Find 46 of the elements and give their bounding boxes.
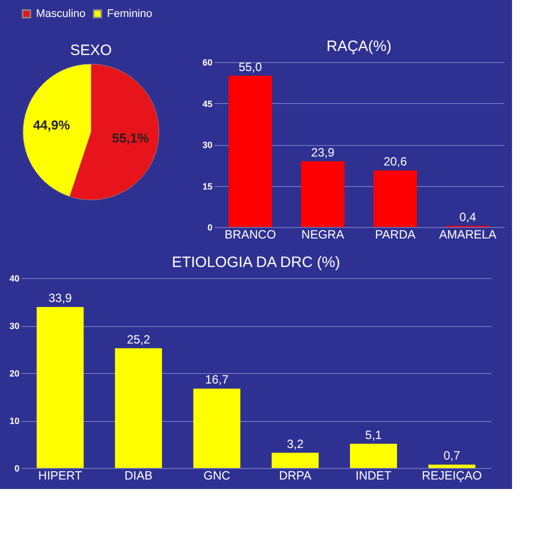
data-label: 0,7 <box>443 448 460 463</box>
y-tick-label: 60 <box>202 58 212 68</box>
y-tick-label: 0 <box>207 222 212 232</box>
bar <box>301 161 344 227</box>
data-label: 5,1 <box>365 428 382 442</box>
data-label: 25,2 <box>126 332 150 346</box>
x-tick-label: GNC <box>203 468 230 482</box>
y-tick-label: 15 <box>202 181 212 192</box>
y-tick-label: 30 <box>9 321 20 331</box>
legend-label: Masculino <box>36 8 86 20</box>
bar <box>36 306 84 468</box>
x-tick-label: PARDA <box>375 228 416 242</box>
bar <box>228 76 272 227</box>
y-tick-label: 45 <box>202 98 212 109</box>
y-tick-label: 0 <box>14 464 20 474</box>
data-label: 55,1% <box>112 130 150 146</box>
data-label: 33,9 <box>48 290 72 305</box>
bar <box>272 452 319 468</box>
bar <box>350 444 397 468</box>
data-label: 0,4 <box>459 210 476 224</box>
x-tick-label: AMARELA <box>439 228 496 242</box>
y-tick-label: 10 <box>9 416 20 426</box>
bar <box>428 464 476 468</box>
x-tick-label: DIAB <box>124 468 153 482</box>
data-label: 55,0 <box>238 60 262 74</box>
chart-title: RAÇA(%) <box>326 38 392 55</box>
legend-label: Feminino <box>107 8 152 20</box>
data-label: 44,9% <box>33 118 70 133</box>
text: SEXO <box>70 42 112 59</box>
y-tick-label: 30 <box>202 140 212 150</box>
x-tick-label: HIPERT <box>38 468 83 482</box>
x-tick-label: DRPA <box>278 468 312 482</box>
x-tick-label: INDET <box>356 468 392 482</box>
data-label: 23,9 <box>311 145 335 160</box>
data-label: 20,6 <box>384 154 408 168</box>
chart-title: ETIOLOGIA DA DRC (%) <box>172 254 340 271</box>
bar <box>374 170 417 227</box>
data-label: 16,7 <box>205 372 229 387</box>
bar <box>193 388 240 468</box>
x-tick-label: REJEIÇAO <box>422 468 482 482</box>
y-tick-label: 20 <box>9 368 20 378</box>
x-tick-label: BRANCO <box>224 228 276 242</box>
bar <box>115 348 162 468</box>
y-tick-label: 40 <box>9 274 20 284</box>
x-tick-label: NEGRA <box>301 228 344 242</box>
data-label: 3,2 <box>286 436 304 451</box>
